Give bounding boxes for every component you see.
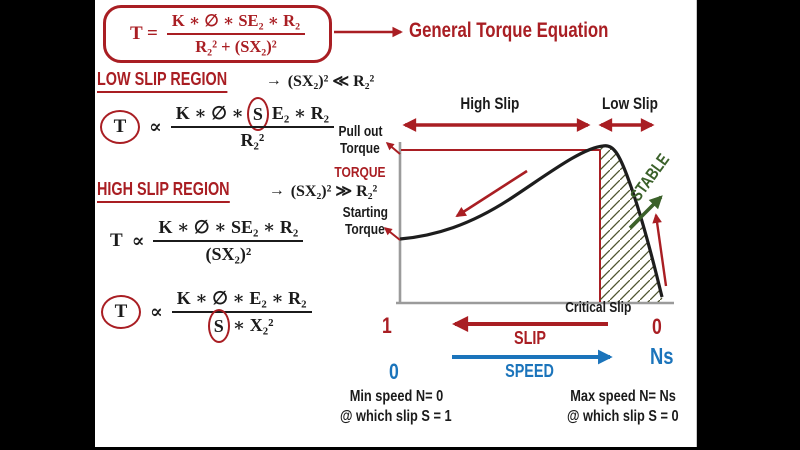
equation-lhs: T = bbox=[129, 23, 158, 44]
critical-slip-label: Critical Slip bbox=[564, 299, 632, 316]
min-speed-note: Min speed N= 0 @ which slip S = 1 bbox=[340, 388, 452, 425]
low-slip-region-row: LOW SLIP REGION → (SX₂)² ≪ R₂² bbox=[97, 69, 374, 93]
equation-fraction: K ∗ ∅ ∗ SE₂ ∗ R₂ R₂² + (SX₂)² bbox=[166, 11, 306, 57]
low-slip-fraction: K ∗ ∅ ∗ S E₂ ∗ R₂ R₂² bbox=[170, 96, 335, 151]
fraction-numerator: K ∗ ∅ ∗ SE₂ ∗ R₂ bbox=[171, 11, 301, 30]
circled-T: T bbox=[100, 110, 140, 144]
speed-value-zero: 0 bbox=[389, 359, 399, 384]
speed-axis-label: SPEED bbox=[505, 361, 555, 381]
low-slip-heading: LOW SLIP REGION bbox=[97, 69, 228, 93]
proportional-symbol: ∝ bbox=[150, 301, 163, 323]
fraction-numerator: K ∗ ∅ ∗ S E₂ ∗ R₂ bbox=[171, 96, 334, 131]
fraction-bar bbox=[153, 240, 304, 242]
fraction-denominator: R₂² bbox=[240, 130, 265, 150]
torque-axis-label: TORQUE bbox=[334, 164, 386, 181]
slip-axis-label: SLIP bbox=[513, 328, 546, 348]
high-slip-fraction-a: K ∗ ∅ ∗ SE₂ ∗ R₂ (SX₂)² bbox=[153, 217, 304, 265]
fraction-bar bbox=[171, 311, 312, 313]
implies-arrow: → bbox=[268, 182, 285, 199]
circled-T: T bbox=[101, 295, 141, 329]
max-speed-note: Max speed N= Ns @ which slip S = 0 bbox=[567, 388, 679, 425]
fraction-numerator: K ∗ ∅ ∗ SE₂ ∗ R₂ bbox=[158, 217, 299, 237]
slip-value-zero: 0 bbox=[652, 314, 662, 339]
slip-value-one: 1 bbox=[382, 313, 392, 338]
high-slip-condition: (SX₂)² ≫ R₂² bbox=[290, 183, 378, 200]
low-slip-formula: T ∝ K ∗ ∅ ∗ S E₂ ∗ R₂ R₂² bbox=[100, 96, 335, 151]
fraction-bar bbox=[170, 126, 335, 128]
speed-value-ns: Ns bbox=[650, 343, 674, 369]
high-slip-region-row: HIGH SLIP REGION → (SX₂)² ≫ R₂² bbox=[97, 179, 377, 203]
fraction-numerator: K ∗ ∅ ∗ E₂ ∗ R₂ bbox=[176, 288, 307, 308]
high-slip-fraction-b: K ∗ ∅ ∗ E₂ ∗ R₂ S ∗ X₂² bbox=[171, 288, 312, 343]
pull-out-torque-label: Pull out Torque bbox=[338, 123, 382, 157]
high-slip-heading: HIGH SLIP REGION bbox=[97, 179, 230, 203]
formula-lhs: T bbox=[110, 230, 123, 251]
general-equation-title: General Torque Equation bbox=[409, 19, 609, 42]
implies-arrow: → bbox=[265, 72, 282, 89]
general-torque-equation-box: T = K ∗ ∅ ∗ SE₂ ∗ R₂ R₂² + (SX₂)² bbox=[103, 5, 332, 63]
circled-S: S bbox=[207, 308, 230, 343]
high-slip-zone-label: High Slip bbox=[460, 94, 520, 113]
proportional-symbol: ∝ bbox=[149, 116, 162, 138]
fraction-denominator: (SX₂)² bbox=[205, 244, 252, 264]
fraction-denominator: S ∗ X₂² bbox=[205, 308, 279, 343]
low-slip-condition: (SX₂)² ≪ R₂² bbox=[287, 73, 375, 90]
fraction-bar bbox=[166, 33, 306, 35]
high-slip-formula-b: T ∝ K ∗ ∅ ∗ E₂ ∗ R₂ S ∗ X₂² bbox=[101, 288, 312, 343]
high-slip-formula-a: T ∝ K ∗ ∅ ∗ SE₂ ∗ R₂ (SX₂)² bbox=[110, 217, 304, 265]
fraction-denominator: R₂² + (SX₂)² bbox=[195, 37, 277, 56]
circled-S: S bbox=[246, 96, 269, 131]
proportional-symbol: ∝ bbox=[131, 230, 145, 252]
starting-torque-label: Starting Torque bbox=[342, 204, 388, 238]
low-slip-zone-label: Low Slip bbox=[602, 94, 658, 113]
